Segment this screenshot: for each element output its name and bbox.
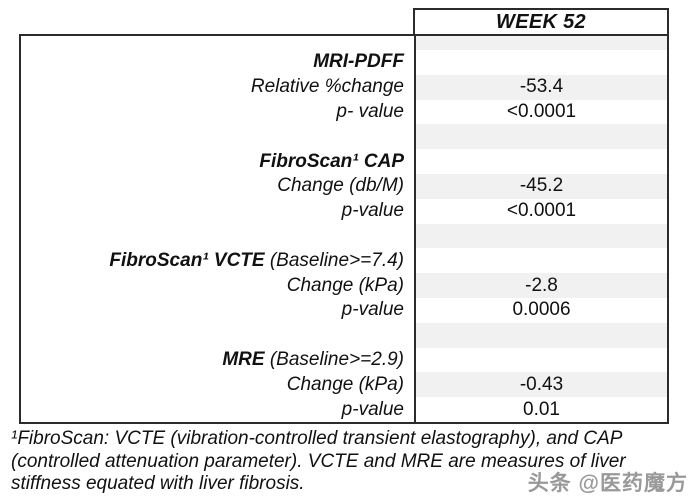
table-row	[21, 36, 667, 50]
row-value-cell	[414, 124, 667, 150]
row-label: Relative %change	[250, 76, 404, 98]
row-label-cell	[21, 224, 414, 249]
table-row: p-value <0.0001	[21, 198, 667, 224]
row-value-cell: -2.8	[414, 273, 667, 298]
row-label: Change (kPa)	[286, 373, 404, 395]
row-label-cell: Change (db/M)	[21, 174, 414, 199]
week52-header-cell: WEEK 52	[413, 8, 669, 36]
row-label: p-value	[341, 398, 404, 420]
table-row: FibroScan¹ VCTE (Baseline>=7.4)	[21, 248, 667, 274]
row-label: p-value	[341, 200, 404, 222]
table-row	[21, 223, 667, 249]
row-label-cell: p- value	[21, 100, 414, 125]
row-value-cell: <0.0001	[414, 99, 667, 125]
watermark-toutiao: 头条 @医药魔方	[527, 472, 688, 495]
week52-header-label: WEEK 52	[496, 10, 586, 33]
row-label-cell	[21, 323, 414, 348]
row-value-cell	[414, 223, 667, 249]
row-value-cell: 0.01	[414, 397, 667, 422]
row-value-cell: -45.2	[414, 173, 667, 199]
row-label-cell: p-value	[21, 199, 414, 224]
row-label: Change (kPa)	[286, 274, 404, 296]
row-label-strong: MRI-PDFF	[313, 51, 404, 73]
row-value-cell: -0.43	[414, 372, 667, 398]
table-row: p-value 0.0006	[21, 297, 667, 323]
table-row: Change (kPa) -2.8	[21, 273, 667, 298]
row-value-cell	[414, 36, 667, 50]
row-label-cell: Change (kPa)	[21, 372, 414, 397]
table-row: MRE (Baseline>=2.9)	[21, 347, 667, 373]
row-value-cell	[414, 149, 667, 174]
table-row: Change (kPa) -0.43	[21, 372, 667, 398]
row-label: p- value	[336, 100, 404, 122]
row-label-cell	[21, 36, 414, 50]
table-row: p- value <0.0001	[21, 99, 667, 125]
row-label-cell	[21, 124, 414, 149]
table-row: p-value 0.01	[21, 397, 667, 422]
row-label-cell: p-value	[21, 397, 414, 422]
table-row: Relative %change -53.4	[21, 74, 667, 100]
row-label-cell: Change (kPa)	[21, 273, 414, 298]
row-value-cell	[414, 248, 667, 274]
table-row: Change (db/M) -45.2	[21, 173, 667, 199]
table-row	[21, 322, 667, 348]
row-label-cell: Relative %change	[21, 75, 414, 100]
row-label-strong: MRE	[222, 348, 265, 370]
row-label-cell: FibroScan¹ CAP	[21, 149, 414, 174]
row-value-cell	[414, 50, 667, 75]
row-label-cell: MRI-PDFF	[21, 50, 414, 75]
table-row: FibroScan¹ CAP	[21, 149, 667, 174]
row-label: Change (db/M)	[277, 175, 404, 197]
row-value-cell	[414, 322, 667, 348]
table-row	[21, 124, 667, 150]
row-label: (Baseline>=7.4)	[264, 249, 404, 271]
row-label-strong: FibroScan¹ CAP	[259, 150, 404, 172]
footnote: ¹FibroScan: VCTE (vibration-controlled t…	[11, 428, 626, 494]
row-label: p-value	[341, 299, 404, 321]
row-value-cell: 0.0006	[414, 297, 667, 323]
row-label-cell: FibroScan¹ VCTE (Baseline>=7.4)	[21, 248, 414, 273]
row-value-cell: <0.0001	[414, 198, 667, 224]
row-label-cell: MRE (Baseline>=2.9)	[21, 348, 414, 373]
row-value-cell	[414, 347, 667, 373]
row-label: (Baseline>=2.9)	[264, 348, 404, 370]
row-label-cell: p-value	[21, 298, 414, 323]
table-row: MRI-PDFF	[21, 50, 667, 75]
row-label-strong: FibroScan¹ VCTE	[109, 249, 265, 271]
row-value-cell: -53.4	[414, 74, 667, 100]
efficacy-results-table: MRI-PDFF Relative %change -53.4 p- value…	[19, 34, 669, 424]
